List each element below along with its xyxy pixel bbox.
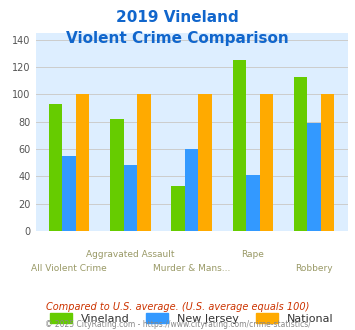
- Bar: [137, 94, 151, 231]
- Bar: [49, 104, 62, 231]
- Bar: [198, 94, 212, 231]
- Bar: [307, 123, 321, 231]
- Bar: [260, 94, 273, 231]
- Bar: [233, 60, 246, 231]
- Bar: [76, 94, 89, 231]
- Text: Murder & Mans...: Murder & Mans...: [153, 264, 230, 273]
- Bar: [171, 186, 185, 231]
- Text: Robbery: Robbery: [295, 264, 333, 273]
- Bar: [62, 156, 76, 231]
- Text: Aggravated Assault: Aggravated Assault: [86, 250, 175, 259]
- Bar: [110, 119, 124, 231]
- Text: Compared to U.S. average. (U.S. average equals 100): Compared to U.S. average. (U.S. average …: [46, 302, 309, 312]
- Bar: [321, 94, 334, 231]
- Text: Violent Crime Comparison: Violent Crime Comparison: [66, 31, 289, 46]
- Bar: [124, 165, 137, 231]
- Bar: [294, 77, 307, 231]
- Legend: Vineland, New Jersey, National: Vineland, New Jersey, National: [45, 309, 338, 328]
- Text: 2019 Vineland: 2019 Vineland: [116, 10, 239, 25]
- Text: Rape: Rape: [241, 250, 264, 259]
- Text: All Violent Crime: All Violent Crime: [31, 264, 107, 273]
- Bar: [246, 175, 260, 231]
- Text: © 2025 CityRating.com - https://www.cityrating.com/crime-statistics/: © 2025 CityRating.com - https://www.city…: [45, 320, 310, 329]
- Bar: [185, 149, 198, 231]
